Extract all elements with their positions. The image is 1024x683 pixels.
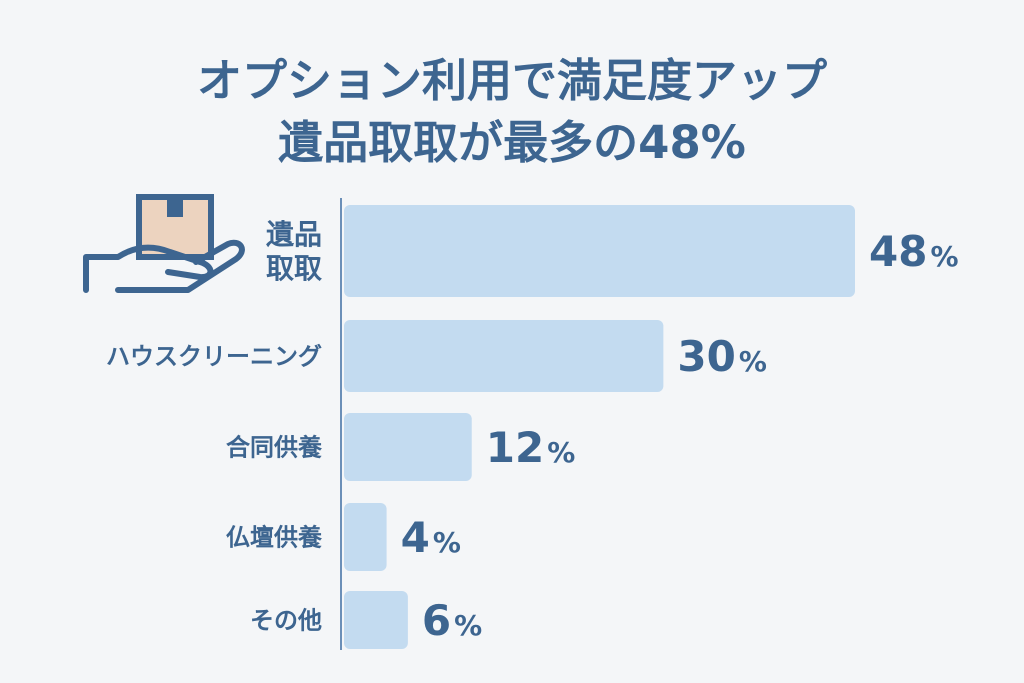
value-label-godo-kuyo: 12% bbox=[486, 423, 576, 472]
category-label-house-cleaning: ハウスクリーニング bbox=[106, 343, 322, 371]
chart-title-line-1: オプション利用で満足度アップ bbox=[196, 54, 827, 107]
bar-house-cleaning bbox=[344, 320, 664, 392]
value-label-butsudan-kuyo: 4% bbox=[401, 513, 461, 562]
value-label-house-cleaning: 30% bbox=[677, 332, 767, 381]
bar-butsudan-kuyo bbox=[344, 503, 387, 571]
category-label-butsudan-kuyo: 仏壇供養 bbox=[226, 524, 322, 552]
chart-title: オプション利用で満足度アップ 遺品取取が最多の48% bbox=[0, 50, 1024, 174]
bar-other bbox=[344, 591, 408, 649]
value-label-ihin: 48% bbox=[869, 227, 959, 276]
chart-title-line-2: 遺品取取が最多の48% bbox=[278, 116, 746, 169]
value-label-other: 6% bbox=[422, 596, 482, 645]
bars-group: 遺品取取 48 % ハウスクリーニング 30 % 合同供養 12 % 仏壇供養 4 % その他 6% bbox=[106, 205, 959, 649]
bar-ihin bbox=[344, 205, 855, 297]
bar-godo-kuyo bbox=[344, 413, 472, 481]
hand-holding-box-icon bbox=[83, 194, 245, 293]
category-label-ihin: 遺品取取 bbox=[266, 218, 322, 285]
category-label-other: その他 bbox=[250, 607, 322, 635]
category-label-godo-kuyo: 合同供養 bbox=[226, 434, 322, 462]
